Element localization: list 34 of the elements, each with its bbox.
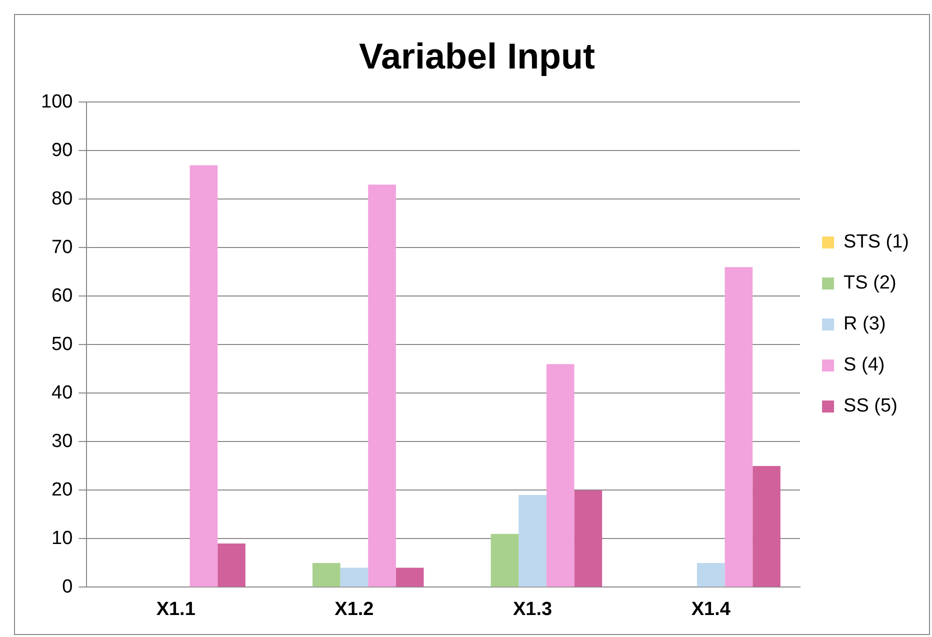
- bar: [190, 165, 218, 587]
- y-tick-label: 70: [52, 236, 73, 258]
- bar: [218, 544, 246, 587]
- y-tick-label: 60: [52, 285, 73, 306]
- x-tick-label: X1.3: [512, 598, 552, 620]
- chart-title: Variabel Input: [358, 36, 596, 77]
- legend-label: S (4): [844, 354, 885, 376]
- y-tick-label: 20: [52, 479, 73, 500]
- bar: [312, 562, 340, 587]
- legend-label: R (3): [844, 314, 886, 335]
- y-tick-label: 30: [52, 430, 73, 452]
- legend-label: SS (5): [844, 396, 898, 417]
- y-tick-label: 90: [52, 140, 73, 161]
- y-tick-label: 40: [52, 382, 73, 404]
- y-tick-label: 80: [52, 188, 73, 210]
- bar: [752, 466, 780, 587]
- bar: [696, 562, 725, 587]
- legend-label: STS (1): [844, 232, 909, 253]
- bar: [340, 568, 368, 587]
- y-tick-label: 100: [41, 91, 73, 112]
- x-tick-label: X1.1: [156, 598, 196, 620]
- bar: [546, 364, 574, 587]
- bar: [490, 534, 519, 587]
- y-tick-label: 10: [52, 528, 73, 549]
- bar: [396, 568, 424, 587]
- bar: [368, 184, 396, 587]
- bar: [574, 490, 602, 587]
- x-tick-label: X1.4: [691, 598, 731, 620]
- x-tick-label: X1.2: [334, 598, 374, 620]
- legend-label: TS (2): [844, 272, 896, 294]
- bar: [518, 495, 546, 587]
- y-tick-label: 0: [62, 576, 73, 598]
- bar: [724, 267, 753, 587]
- y-tick-label: 50: [52, 334, 73, 355]
